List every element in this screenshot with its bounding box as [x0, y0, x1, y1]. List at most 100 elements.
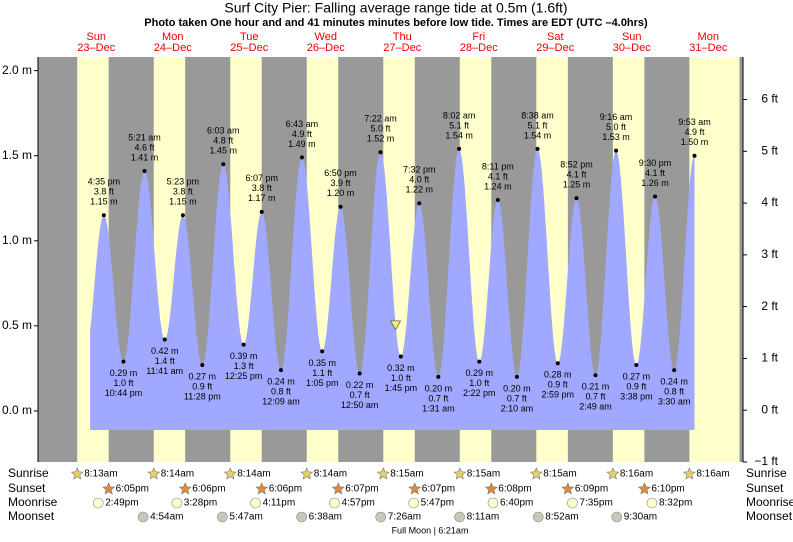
tide-extreme	[514, 374, 519, 379]
event-time: 8:14am	[314, 469, 347, 480]
tide-label: 7:22 am	[364, 114, 397, 124]
day-date: 25–Dec	[230, 42, 268, 54]
tide-label: 1.1 ft	[312, 368, 333, 378]
tide-label: 1.41 m	[131, 152, 159, 162]
event-icon	[147, 467, 161, 480]
tide-label: 0.8 ft	[664, 386, 685, 396]
event-time: 8:15am	[467, 469, 500, 480]
tide-extreme	[477, 359, 482, 364]
tide-label: 0.39 m	[230, 351, 258, 361]
event-time: 7:35pm	[579, 498, 612, 509]
tide-label: 6:50 pm	[324, 168, 357, 178]
event-icon	[331, 482, 345, 495]
event-time: 3:28pm	[184, 498, 217, 509]
event-time: 8:16am	[696, 469, 729, 480]
event-time: 6:07pm	[422, 484, 455, 495]
event-time: 9:30am	[624, 512, 657, 523]
tide-label: 6:07 pm	[245, 173, 278, 183]
tide-label: 1.26 m	[641, 178, 669, 188]
tide-label: 0.7 ft	[507, 393, 528, 403]
tide-label: 5:23 pm	[167, 177, 200, 187]
tide-label: 12:09 am	[262, 396, 300, 406]
event-time: 8:15am	[543, 469, 576, 480]
y2-tick-label: 5 ft	[761, 143, 778, 157]
day-date: 28–Dec	[460, 42, 498, 54]
tide-label: 0.29 m	[466, 368, 494, 378]
tide-label: 0.42 m	[151, 346, 179, 356]
tide-label: 4.0 ft	[409, 175, 430, 185]
tide-extreme	[692, 153, 697, 158]
event-time: 8:14am	[161, 469, 194, 480]
tide-label: 9:53 am	[678, 117, 711, 127]
tide-extreme	[200, 363, 205, 368]
tide-label: 4.1 ft	[567, 170, 588, 180]
tide-label: 0.8 ft	[271, 386, 292, 396]
tide-label: 1.4 ft	[155, 356, 176, 366]
tide-label: 8:38 am	[521, 110, 554, 120]
tide-label: 2:59 pm	[541, 390, 574, 400]
tide-extreme	[614, 148, 619, 153]
event-time: 7:26am	[388, 512, 421, 523]
event-icon	[529, 467, 543, 480]
tide-label: 0.20 m	[425, 383, 453, 393]
event-icon	[376, 467, 390, 480]
day-name: Mon	[698, 31, 719, 43]
event-icon	[484, 482, 498, 495]
tide-extreme	[357, 371, 362, 376]
tide-label: 1.15 m	[90, 197, 118, 207]
y-tick-label: 2.0 m	[2, 63, 32, 77]
tide-label: 1.3 ft	[234, 361, 255, 371]
tide-extreme	[378, 150, 383, 155]
tide-label: 1.45 m	[210, 146, 238, 156]
moon-phase: Full Moon | 6:21am	[392, 525, 469, 535]
tide-label: 1.25 m	[563, 180, 591, 190]
row-label: Sunset	[8, 481, 46, 495]
tide-label: 1.17 m	[248, 193, 276, 203]
tide-label: 1:45 pm	[385, 383, 418, 393]
tide-label: 3.8 ft	[252, 183, 273, 193]
tide-label: 5:21 am	[128, 132, 161, 142]
tide-extreme	[398, 354, 403, 359]
tide-label: 1.24 m	[484, 181, 512, 191]
tide-label: 1.50 m	[681, 137, 709, 147]
tide-label: 4.9 ft	[684, 127, 705, 137]
event-icon	[408, 482, 422, 495]
event-icon	[454, 511, 465, 523]
tide-label: 4:35 pm	[88, 177, 121, 187]
tide-label: 3.8 ft	[173, 187, 194, 197]
row-label: Sunset	[746, 481, 784, 495]
tide-label: 12:25 pm	[225, 371, 263, 381]
tide-label: 8:11 pm	[482, 161, 514, 171]
event-time: 4:54am	[150, 512, 183, 523]
tide-extreme	[221, 162, 226, 167]
day-date: 24–Dec	[154, 42, 192, 54]
tide-label: 1.54 m	[445, 130, 473, 140]
day-name: Fri	[472, 31, 485, 43]
tide-extreme	[241, 342, 246, 347]
tide-label: 0.7 ft	[350, 390, 371, 400]
tide-label: 7:32 pm	[403, 165, 436, 175]
event-icon	[637, 482, 651, 495]
tide-label: 6:43 am	[286, 119, 319, 129]
tide-label: 1.53 m	[602, 132, 630, 142]
event-icon	[70, 467, 84, 480]
tide-label: 0.28 m	[544, 370, 572, 380]
tide-extreme	[142, 169, 147, 174]
tide-extreme	[574, 196, 579, 201]
event-time: 6:09pm	[575, 484, 608, 495]
tide-label: 11:41 am	[146, 366, 183, 376]
event-icon	[375, 511, 386, 523]
tide-label: 4.1 ft	[488, 171, 509, 181]
y2-tick-label: 4 ft	[761, 195, 778, 209]
day-name: Sun	[622, 31, 642, 43]
tide-label: 3:38 pm	[620, 391, 653, 401]
tide-extreme	[278, 368, 283, 373]
tide-label: 9:16 am	[600, 112, 633, 122]
tide-label: 11:28 pm	[184, 391, 221, 401]
event-time: 6:10pm	[651, 484, 684, 495]
tide-extreme	[653, 194, 658, 199]
day-name: Wed	[315, 31, 337, 43]
y-tick-label: 1.5 m	[2, 148, 32, 162]
event-icon	[453, 467, 467, 480]
tide-extreme	[320, 349, 325, 354]
